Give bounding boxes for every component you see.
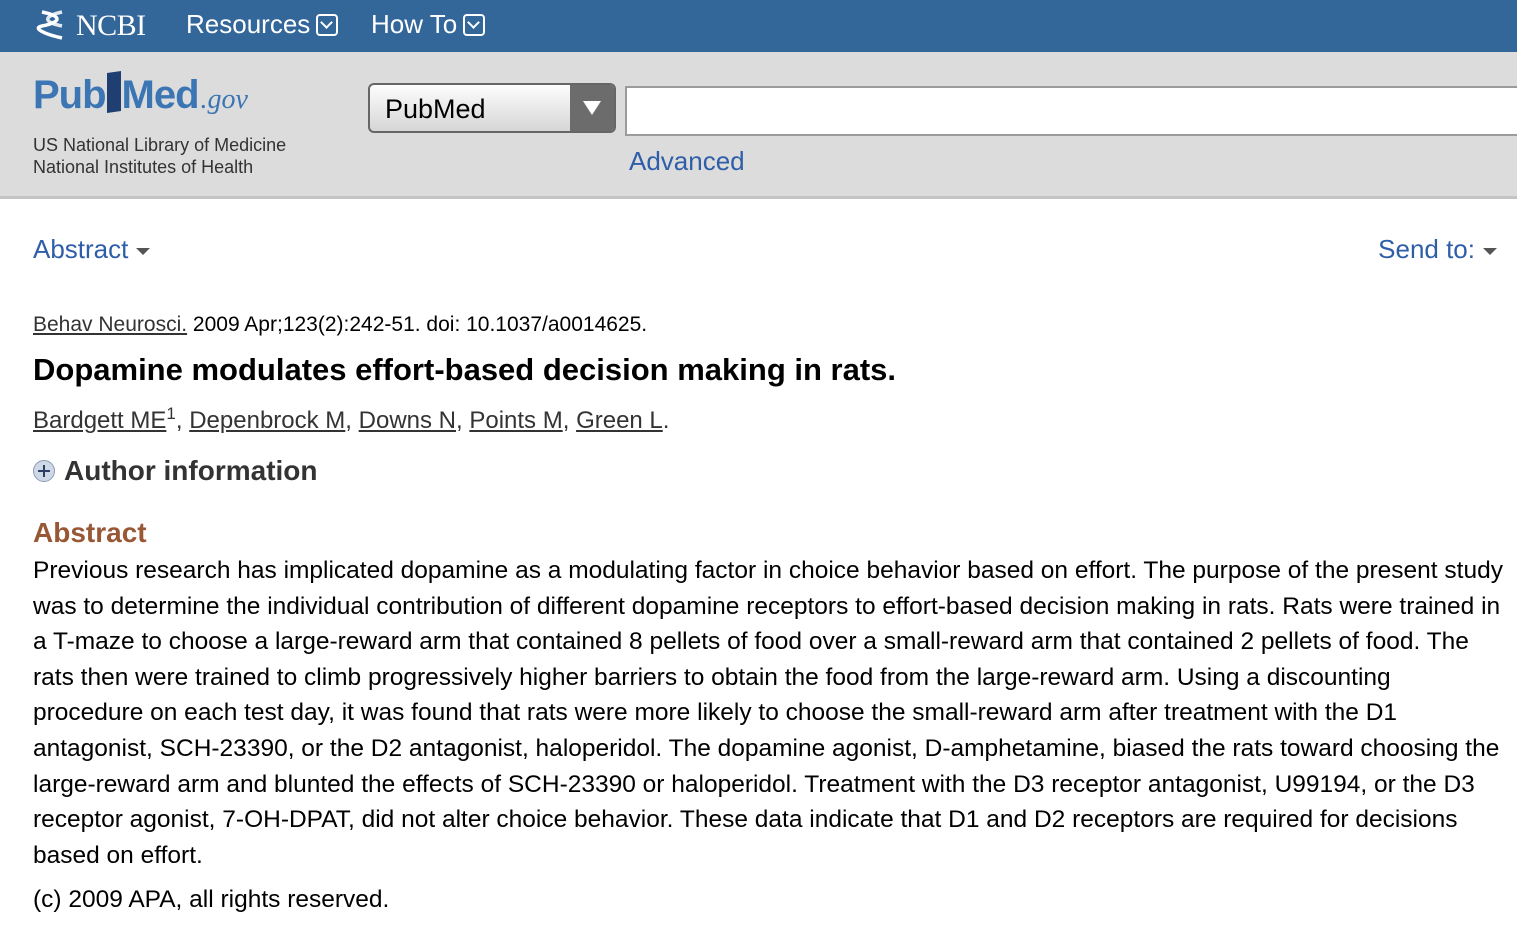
pubmed-logo-pub: Pub	[33, 73, 107, 117]
pubmed-header: Pub Med .gov US National Library of Medi…	[0, 52, 1517, 199]
author-list: Bardgett ME1, Depenbrock M, Downs N, Poi…	[33, 404, 670, 434]
citation-details: 2009 Apr;123(2):242-51. doi: 10.1037/a00…	[187, 313, 648, 336]
author-information-toggle[interactable]: Author information	[33, 455, 318, 487]
article-title: Dopamine modulates effort-based decision…	[33, 352, 897, 387]
how-to-menu-label: How To	[371, 9, 458, 39]
org-line-nih: National Institutes of Health	[33, 157, 254, 177]
citation-line: Behav Neurosci. 2009 Apr;123(2):242-51. …	[33, 313, 647, 337]
ncbi-helix-icon	[36, 10, 63, 40]
format-menu-label: Abstract	[33, 234, 129, 264]
copyright-text: (c) 2009 APA, all rights reserved.	[33, 886, 390, 913]
ncbi-logo[interactable]: NCBI	[34, 6, 146, 46]
pubmed-logo-med: Med	[121, 73, 200, 117]
author-link[interactable]: Depenbrock M	[189, 407, 346, 434]
search-input[interactable]	[625, 86, 1517, 136]
abstract-text: Previous research has implicated dopamin…	[33, 557, 1503, 869]
database-select-value: PubMed	[385, 94, 486, 124]
chevron-down-icon	[316, 13, 339, 36]
resources-menu-label: Resources	[186, 9, 311, 39]
how-to-menu[interactable]: How To	[371, 9, 486, 40]
org-line-nlm: US National Library of Medicine	[33, 135, 287, 155]
caret-down-icon	[1483, 248, 1497, 255]
format-menu[interactable]: Abstract	[33, 234, 151, 265]
author-link[interactable]: Bardgett ME	[33, 407, 167, 434]
organization-text: US National Library of Medicine National…	[33, 134, 286, 178]
pubmed-logo-gov: .gov	[200, 84, 248, 115]
abstract-heading: Abstract	[33, 517, 147, 548]
ncbi-top-bar: NCBI Resources How To	[0, 0, 1517, 52]
dropdown-arrow-icon	[570, 85, 614, 131]
author-link[interactable]: Green L	[576, 407, 663, 434]
author-link[interactable]: Downs N	[358, 407, 456, 434]
author-link[interactable]: Points M	[469, 407, 563, 434]
send-to-menu[interactable]: Send to:	[1378, 234, 1497, 265]
journal-link[interactable]: Behav Neurosci.	[33, 313, 188, 336]
author-information-label: Author information	[64, 455, 318, 486]
book-icon	[106, 71, 121, 113]
chevron-down-icon	[463, 13, 486, 36]
author-affiliation-number: 1	[166, 404, 176, 423]
caret-down-icon	[136, 248, 151, 255]
expand-plus-icon	[33, 460, 55, 482]
ncbi-logo-text: NCBI	[76, 9, 146, 42]
advanced-search-link[interactable]: Advanced	[629, 146, 745, 176]
pubmed-logo[interactable]: Pub Med .gov	[33, 68, 248, 124]
resources-menu[interactable]: Resources	[186, 9, 339, 40]
database-select[interactable]: PubMed	[368, 83, 616, 133]
send-to-label: Send to:	[1378, 234, 1475, 264]
